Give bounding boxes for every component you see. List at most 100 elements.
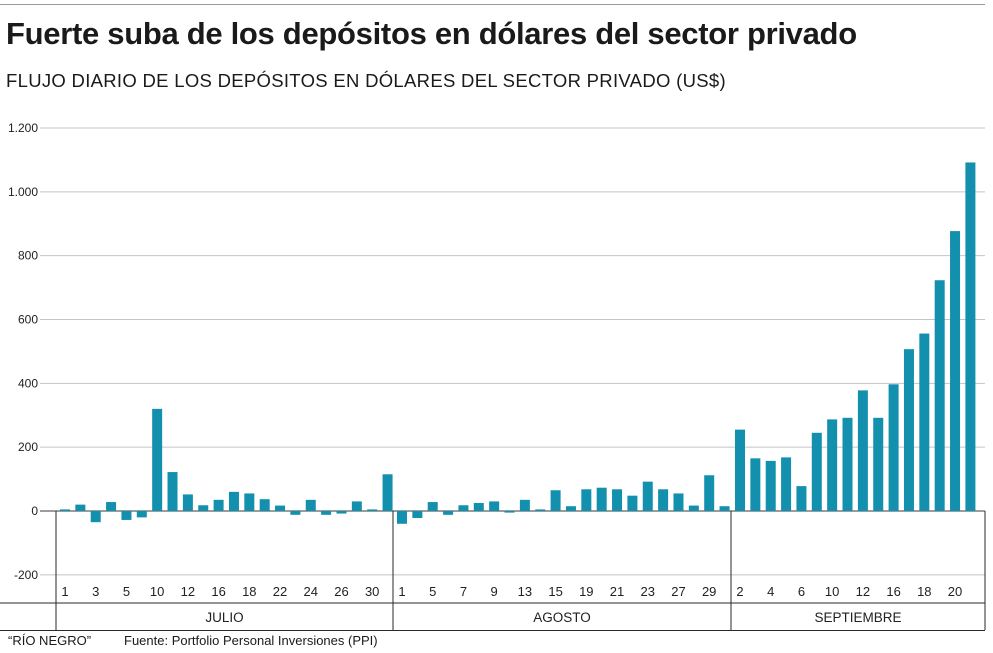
bar	[60, 509, 70, 511]
bar	[75, 504, 86, 511]
bar	[750, 458, 761, 511]
x-tick-label: 19	[579, 584, 593, 599]
bar	[473, 503, 484, 511]
bar	[198, 505, 209, 511]
y-tick-label: 1.200	[8, 121, 38, 135]
bar	[658, 489, 669, 511]
month-label: SEPTIEMBRE	[814, 610, 901, 625]
bar	[290, 511, 301, 515]
y-tick-label: 800	[18, 249, 38, 263]
x-tick-label: 20	[948, 584, 962, 599]
bar	[673, 493, 684, 511]
bar	[182, 494, 193, 511]
x-tick-label: 18	[917, 584, 931, 599]
bar	[919, 333, 930, 511]
x-tick-label: 21	[610, 584, 624, 599]
bar	[550, 490, 561, 511]
x-tick-label: 1	[61, 584, 68, 599]
bar	[367, 509, 378, 511]
x-tick-label: 5	[123, 584, 130, 599]
bar	[950, 231, 961, 512]
bar	[427, 502, 438, 511]
bar	[90, 511, 101, 523]
x-tick-label: 2	[736, 584, 743, 599]
y-tick-label: 600	[18, 313, 38, 327]
bar	[719, 506, 730, 511]
bar	[106, 502, 117, 511]
x-tick-label: 4	[767, 584, 774, 599]
month-label: AGOSTO	[533, 610, 591, 625]
bar	[965, 162, 976, 511]
chart-subtitle: FLUJO DIARIO DE LOS DEPÓSITOS EN DÓLARES…	[6, 70, 726, 91]
bar	[275, 505, 286, 511]
bar	[842, 417, 853, 511]
bar	[627, 495, 638, 511]
y-tick-label: 1.000	[8, 185, 38, 199]
x-tick-label: 9	[491, 584, 498, 599]
bar	[857, 390, 868, 511]
x-tick-label: 12	[181, 584, 195, 599]
x-tick-label: 7	[460, 584, 467, 599]
bar	[873, 417, 884, 511]
bar	[735, 429, 745, 511]
bar	[704, 475, 715, 511]
chart-title: Fuerte suba de los depósitos en dólares …	[6, 16, 857, 51]
x-tick-label: 13	[518, 584, 532, 599]
bar	[489, 501, 500, 511]
bar	[796, 486, 807, 511]
y-tick-label: 0	[31, 504, 38, 518]
bar	[688, 505, 699, 511]
x-tick-label: 23	[641, 584, 655, 599]
bar	[321, 511, 332, 515]
month-label: JULIO	[205, 610, 243, 625]
bar	[336, 511, 347, 514]
x-tick-label: 5	[429, 584, 436, 599]
x-tick-label: 24	[304, 584, 318, 599]
x-tick-label: 10	[825, 584, 839, 599]
y-tick-label: 400	[18, 376, 38, 390]
x-tick-label: 27	[671, 584, 685, 599]
bar	[519, 499, 530, 511]
bar	[596, 487, 607, 511]
footer-rule	[0, 630, 985, 631]
bar	[903, 349, 914, 511]
x-tick-label: 26	[334, 584, 348, 599]
x-tick-label: 22	[273, 584, 287, 599]
source-label: Fuente: Portfolio Personal Inversiones (…	[124, 633, 378, 648]
x-tick-label: 16	[211, 584, 225, 599]
x-tick-label: 12	[856, 584, 870, 599]
bar	[305, 499, 316, 511]
x-tick-label: 29	[702, 584, 716, 599]
credit-label: “RÍO NEGRO”	[8, 633, 92, 648]
bar	[765, 460, 776, 511]
x-tick-label: 18	[242, 584, 256, 599]
bar	[612, 489, 623, 511]
x-tick-label: 1	[398, 584, 405, 599]
x-tick-label: 30	[365, 584, 379, 599]
bar	[458, 505, 469, 511]
bar	[581, 489, 592, 511]
y-tick-label: -200	[14, 568, 38, 582]
top-rule	[0, 4, 985, 5]
x-tick-label: 10	[150, 584, 164, 599]
bar	[167, 472, 178, 511]
x-tick-label: 6	[798, 584, 805, 599]
x-tick-label: 15	[548, 584, 562, 599]
bar	[565, 506, 576, 511]
bar	[152, 408, 163, 511]
bar	[934, 280, 945, 511]
x-tick-label: 16	[886, 584, 900, 599]
bar	[259, 499, 270, 511]
bar	[781, 457, 792, 511]
bar	[535, 509, 546, 511]
bar	[121, 511, 132, 520]
bar	[397, 511, 407, 524]
bar	[382, 474, 393, 511]
bar	[412, 511, 423, 519]
bar	[213, 499, 224, 511]
bar	[136, 511, 147, 518]
bar	[811, 432, 822, 511]
bar	[642, 481, 653, 511]
bar	[888, 384, 899, 511]
bar	[827, 419, 838, 511]
